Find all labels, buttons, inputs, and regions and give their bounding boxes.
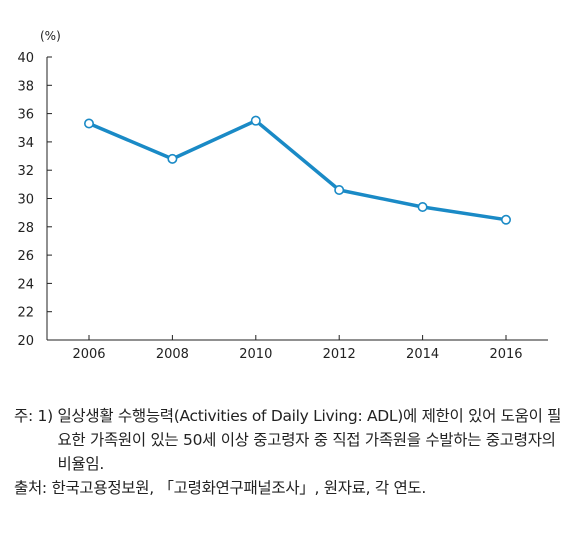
- data-point: [84, 118, 95, 129]
- data-point: [417, 201, 428, 212]
- x-tick-label: 2008: [156, 347, 189, 362]
- source-label: 출처:: [14, 479, 52, 497]
- x-tick-label: 2016: [489, 347, 522, 362]
- x-tick-label: 2014: [406, 347, 439, 362]
- y-tick-label: 22: [17, 306, 34, 321]
- y-tick-label: 36: [17, 108, 34, 123]
- y-axis: 20 22 24 26 28 30 32 34 36 38 40: [17, 51, 52, 349]
- x-tick-label: 2006: [72, 347, 105, 362]
- y-tick-label: 32: [17, 164, 34, 179]
- y-tick-label: 26: [17, 249, 34, 264]
- y-tick-label: 24: [17, 277, 34, 292]
- footnote: 주: 1) 일상생활 수행능력(Activities of Daily Livi…: [14, 404, 570, 476]
- y-tick-label: 20: [17, 334, 34, 349]
- y-tick-label: 30: [17, 193, 34, 208]
- footnote-label: 주: 1): [14, 407, 58, 425]
- y-tick-label: 40: [17, 51, 34, 66]
- y-tick-label: 34: [17, 136, 34, 151]
- source-text: 한국고용정보원, 「고령화연구패널조사」, 원자료, 각 연도.: [51, 479, 427, 497]
- data-point: [167, 153, 178, 164]
- y-tick-label: 28: [17, 221, 34, 236]
- y-tick-label: 38: [17, 79, 34, 94]
- data-point: [250, 115, 261, 126]
- series-line: [88, 118, 507, 222]
- notes-block: 주: 1) 일상생활 수행능력(Activities of Daily Livi…: [14, 404, 570, 500]
- x-tick-label: 2010: [239, 347, 272, 362]
- x-tick-label: 2012: [323, 347, 356, 362]
- source-note: 출처: 한국고용정보원, 「고령화연구패널조사」, 원자료, 각 연도.: [14, 476, 570, 500]
- series-group: [84, 115, 511, 225]
- footnote-text: 일상생활 수행능력(Activities of Daily Living: AD…: [57, 407, 562, 473]
- y-axis-unit-label: (%): [40, 29, 61, 43]
- x-axis: 2006 2008 2010 2012 2014 2016: [47, 335, 548, 362]
- data-point: [334, 185, 345, 196]
- data-point: [500, 214, 511, 225]
